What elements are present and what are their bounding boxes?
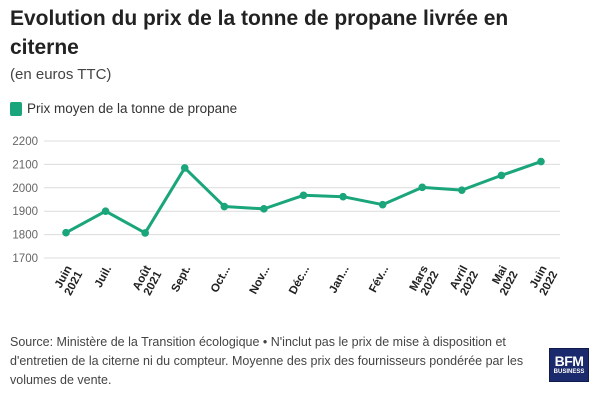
x-tick-label: Sept.	[170, 264, 194, 294]
legend-label: Prix moyen de la tonne de propane	[27, 101, 238, 116]
x-tick-label: Déc...	[287, 264, 312, 297]
x-tick-label: Oct...	[209, 264, 233, 295]
x-tick-month: Fév...	[367, 264, 391, 295]
x-tick-month: Nov...	[248, 264, 273, 297]
data-point	[260, 205, 268, 213]
x-tick-month: Oct...	[209, 264, 233, 295]
data-point	[418, 183, 427, 192]
y-tick-label: 1700	[12, 253, 38, 265]
y-tick-label: 1800	[12, 230, 38, 242]
y-tick-label: 1900	[12, 206, 38, 218]
legend: Prix moyen de la tonne de propane	[10, 101, 237, 116]
x-tick-month: Sept.	[170, 264, 194, 294]
y-tick-label: 2000	[12, 183, 38, 195]
data-point	[537, 157, 545, 166]
x-tick-month: Juil.	[93, 264, 114, 290]
data-point	[458, 186, 466, 194]
chart-subtitle: (en euros TTC)	[10, 66, 112, 83]
x-tick-label: Nov...	[248, 264, 273, 297]
data-point	[62, 228, 70, 237]
data-point	[101, 207, 110, 215]
data-point	[141, 229, 149, 237]
data-point	[339, 192, 347, 201]
x-tick-month: Jan...	[327, 264, 351, 296]
bfm-business-logo: BFM BUSINESS	[549, 348, 589, 382]
x-tick-label: Juil.	[93, 264, 114, 290]
source-note: Source: Ministère de la Transition écolo…	[10, 335, 524, 387]
y-tick-label: 2200	[12, 136, 38, 148]
chart-title: Evolution du prix de la tonne de propane…	[10, 7, 509, 59]
data-point	[497, 171, 506, 180]
x-tick-month: Déc...	[287, 264, 312, 297]
legend-swatch	[10, 101, 22, 116]
y-tick-label: 2100	[12, 159, 38, 171]
data-point	[378, 200, 387, 209]
data-point	[220, 202, 229, 211]
x-tick-label: Jan...	[327, 264, 351, 296]
x-tick-label: Fév...	[367, 264, 391, 295]
data-point	[299, 191, 308, 200]
data-point	[180, 164, 189, 172]
